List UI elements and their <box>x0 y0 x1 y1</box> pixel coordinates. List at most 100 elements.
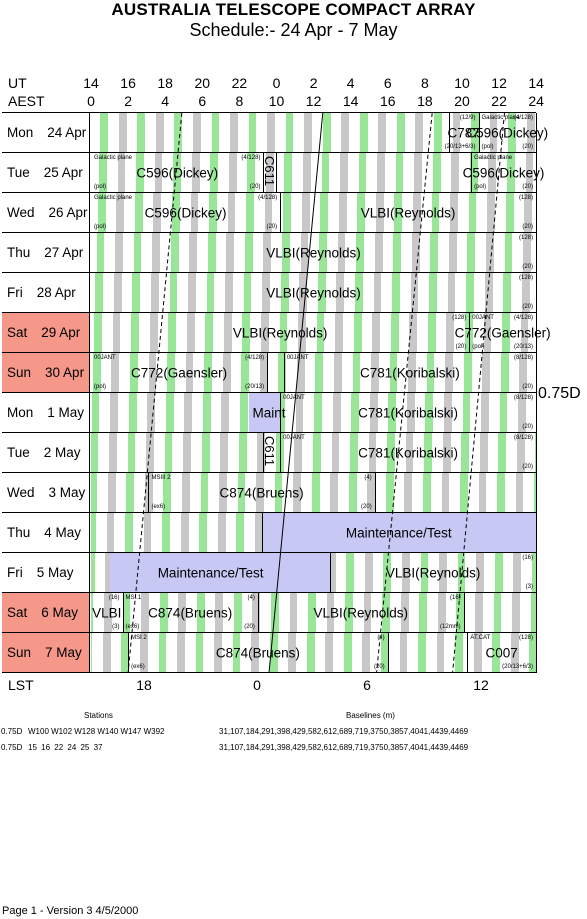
lst-tick-label: 18 <box>136 677 152 693</box>
day-label-cell: Tue 25 Apr <box>2 153 90 193</box>
green-stripe <box>200 473 209 513</box>
block-note: MSI.1 <box>125 595 142 601</box>
grey-stripe <box>261 313 269 353</box>
green-stripe <box>418 633 426 673</box>
green-stripe <box>306 633 315 673</box>
day-of-week: Mon <box>7 125 34 140</box>
block-note: (pol) <box>94 224 107 230</box>
green-stripe <box>209 193 217 233</box>
grey-stripe <box>474 593 483 633</box>
green-stripe <box>382 593 391 633</box>
green-stripe <box>352 353 361 393</box>
block-note: (12mm) <box>440 624 461 630</box>
green-stripe <box>279 313 288 353</box>
baselines-header: Baselines (m) <box>346 711 395 720</box>
ut-hour-label: 0 <box>272 75 281 91</box>
ut-hour-label: 10 <box>454 75 470 91</box>
green-stripe <box>429 273 437 313</box>
block-note: (128) <box>518 195 533 201</box>
grey-stripe <box>190 193 199 233</box>
grey-stripe <box>177 633 185 673</box>
grey-stripe <box>372 313 381 353</box>
green-stripe <box>159 593 168 633</box>
row-rule <box>2 232 536 233</box>
block-divider <box>471 153 473 193</box>
grey-stripe <box>451 153 460 193</box>
day-date: 2 May <box>43 445 81 460</box>
day-date: 1 May <box>47 405 85 420</box>
grey-stripe <box>523 233 531 273</box>
green-stripe <box>430 233 439 273</box>
grey-stripe <box>104 593 112 633</box>
grey-stripe <box>481 393 489 433</box>
block-label: C772(Gaensler) <box>454 325 551 341</box>
grey-stripe <box>115 233 123 273</box>
grey-stripe <box>184 393 193 433</box>
config-row-2-baselines: 31,107,184,291,398,429,582,612,689,719,3… <box>219 743 469 752</box>
maintenance-fill <box>261 513 536 552</box>
block-note: (4/128) <box>513 115 533 121</box>
grey-stripe <box>415 113 424 153</box>
row-rule <box>2 192 536 193</box>
grey-stripe <box>338 193 347 233</box>
ut-hour-label: 18 <box>157 75 173 91</box>
green-stripe <box>283 193 292 233</box>
green-stripe <box>494 553 503 593</box>
green-stripe <box>280 273 289 313</box>
grey-stripe <box>191 153 200 193</box>
grey-stripe <box>521 273 530 313</box>
block-note: (16) <box>522 555 533 561</box>
grey-stripe <box>443 393 452 433</box>
block-label: C874(Bruens) <box>219 485 304 501</box>
green-stripe <box>282 233 290 273</box>
day-date: 29 Apr <box>41 325 81 340</box>
grey-stripe <box>406 393 415 433</box>
grey-stripe <box>221 393 230 433</box>
day-of-week: Thu <box>7 245 31 260</box>
block-note: MSIII 2 <box>151 475 171 481</box>
green-stripe <box>503 273 512 313</box>
grey-stripe <box>520 313 529 353</box>
grey-stripe <box>222 353 231 393</box>
day-date: 7 May <box>45 645 82 660</box>
day-label-cell: Mon 24 Apr <box>2 113 90 153</box>
block-note: (pol) <box>481 144 494 150</box>
green-stripe <box>99 153 107 193</box>
block-label: C874(Bruens) <box>215 645 300 661</box>
block-note: 00JANT <box>286 355 309 361</box>
block-note: (pol) <box>94 384 107 390</box>
grey-stripe <box>215 593 224 633</box>
grey-stripe <box>369 393 378 433</box>
day-label-cell: Thu 27 Apr <box>2 233 90 273</box>
grey-stripe <box>180 513 189 553</box>
block-divider <box>261 513 263 553</box>
grey-stripe <box>148 353 157 393</box>
grey-stripe <box>192 113 201 153</box>
green-stripe <box>419 593 428 633</box>
green-stripe <box>427 313 436 353</box>
block-label: VLBI(Reynolds) <box>385 565 481 581</box>
green-stripe <box>131 313 140 353</box>
day-label-cell: Fri 5 May <box>2 553 90 593</box>
grey-stripe <box>146 433 154 473</box>
grey-stripe <box>336 273 345 313</box>
green-stripe <box>162 513 170 553</box>
grey-stripe <box>515 473 524 513</box>
grey-stripe <box>186 313 195 353</box>
grey-stripe <box>296 353 305 393</box>
grey-stripe <box>410 273 419 313</box>
block-note: (20) <box>373 664 385 670</box>
grey-stripe <box>436 633 445 673</box>
grey-stripe <box>227 193 236 233</box>
grey-stripe <box>487 193 495 233</box>
grey-stripe <box>257 433 266 473</box>
block-divider <box>122 593 124 633</box>
green-stripe <box>94 313 102 353</box>
grey-stripe <box>402 553 410 593</box>
block-note: (8/128) <box>513 435 533 441</box>
grey-stripe <box>154 153 163 193</box>
green-stripe <box>237 473 246 513</box>
green-stripe <box>232 633 241 673</box>
maintenance-fill <box>248 393 281 432</box>
